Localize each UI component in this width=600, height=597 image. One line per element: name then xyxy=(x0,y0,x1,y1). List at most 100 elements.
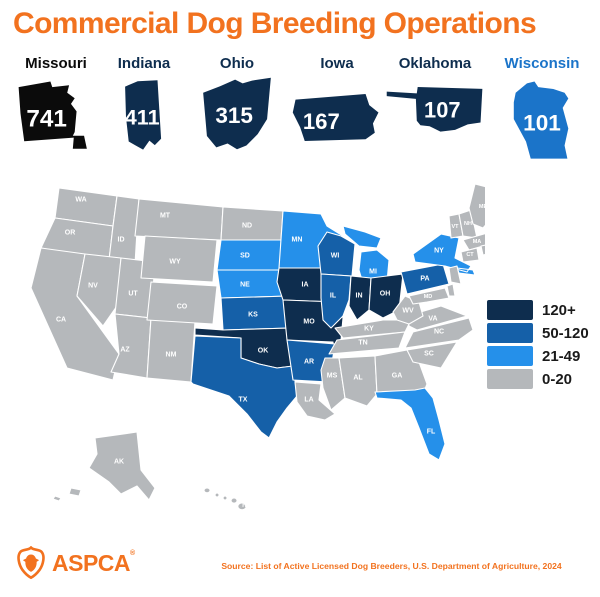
map-state-AK xyxy=(52,431,156,502)
map-state-label-VA: VA xyxy=(428,316,437,323)
state-shape-wisconsin: 101 xyxy=(513,81,569,159)
map-state-label-CA: CA xyxy=(56,317,66,324)
map-state-CO xyxy=(146,281,218,325)
top-state-value: 167 xyxy=(303,109,340,134)
state-shape-ohio: 315 xyxy=(203,77,271,150)
state-shape-missouri: 741 xyxy=(18,81,87,149)
map-state-label-HI: HI xyxy=(242,503,248,509)
map-state-label-SC: SC xyxy=(424,351,434,358)
map-state-HI xyxy=(203,487,247,511)
map-state-NV xyxy=(76,253,122,327)
us-choropleth-map: WA OR CA ID NV UT AZ NM MT WY CO ND SD NE KS OK TX MN IA MO… xyxy=(25,170,498,532)
map-state-label-ID: ID xyxy=(118,237,125,244)
registered-mark: ® xyxy=(130,549,135,557)
map-state-label-MD: MD xyxy=(424,294,433,300)
map-state-NJ xyxy=(448,265,462,285)
map-state-label-CT: CT xyxy=(466,252,474,258)
map-state-TX xyxy=(190,335,298,439)
map-state-AZ xyxy=(110,313,152,379)
map-state-label-AR: AR xyxy=(304,359,314,366)
map-state-IL xyxy=(320,273,352,329)
map-state-label-OR: OR xyxy=(65,230,76,237)
map-state-KY xyxy=(334,319,412,339)
aspca-wordmark: ASPCA® xyxy=(52,549,135,576)
top-state-iowa: Iowa 167 xyxy=(290,55,384,150)
map-state-label-OH: OH xyxy=(380,291,391,298)
map-state-WY xyxy=(140,235,218,283)
map-state-label-MI: MI xyxy=(369,269,377,276)
map-state-TN xyxy=(328,331,406,355)
map-state-CT xyxy=(460,247,480,263)
map-state-DE xyxy=(446,283,456,297)
top-state-value: 411 xyxy=(125,105,160,130)
legend-row-50-120: 50-120 xyxy=(487,323,589,343)
map-state-label-WA: WA xyxy=(75,197,86,204)
map-state-label-AK: AK xyxy=(114,459,124,466)
top-state-indiana: Indiana 411 xyxy=(112,55,176,164)
map-state-label-WV: WV xyxy=(402,308,414,315)
map-state-NM xyxy=(146,317,196,383)
map-state-NC xyxy=(404,317,474,349)
map-state-label-PA: PA xyxy=(420,276,429,283)
legend-swatch-120+ xyxy=(487,300,533,320)
map-state-label-IL: IL xyxy=(330,293,337,300)
map-state-label-SD: SD xyxy=(240,253,250,260)
page-title: Commercial Dog Breeding Operations xyxy=(13,7,537,40)
map-state-label-MO: MO xyxy=(303,319,315,326)
top-state-name: Indiana xyxy=(117,55,171,72)
map-state-label-NY: NY xyxy=(434,248,444,255)
legend-swatch-0-20 xyxy=(487,369,533,389)
legend-label: 120+ xyxy=(542,301,576,319)
top-state-missouri: Missouri 741 xyxy=(8,55,104,160)
map-state-label-MA: MA xyxy=(473,239,482,245)
map-state-label-FL: FL xyxy=(427,429,436,436)
map-state-MT xyxy=(134,198,224,241)
us-map-svg: WA OR CA ID NV UT AZ NM MT WY CO ND SD NE KS OK TX MN IA MO… xyxy=(30,183,498,511)
map-state-PA xyxy=(400,263,450,295)
top-state-value: 101 xyxy=(523,110,561,135)
top-state-wisconsin: Wisconsin 101 xyxy=(498,55,586,168)
map-state-SC xyxy=(406,341,458,369)
legend-swatch-50-120 xyxy=(487,323,533,343)
map-state-label-KY: KY xyxy=(364,326,374,333)
map-state-label-CO: CO xyxy=(177,304,188,311)
top-state-value: 741 xyxy=(26,105,67,132)
map-state-label-MT: MT xyxy=(160,213,171,220)
map-state-label-UT: UT xyxy=(128,291,138,298)
state-shape-iowa: 167 xyxy=(292,94,379,142)
top-state-value: 315 xyxy=(215,103,253,128)
aspca-shield-icon xyxy=(17,546,45,580)
map-state-label-MN: MN xyxy=(292,237,303,244)
map-state-label-NV: NV xyxy=(88,283,98,290)
map-state-label-MS: MS xyxy=(327,373,338,380)
map-state-label-GA: GA xyxy=(392,373,403,380)
map-state-label-NM: NM xyxy=(166,352,177,359)
map-state-label-TX: TX xyxy=(239,397,248,404)
top-state-name: Wisconsin xyxy=(504,55,580,72)
source-attribution: Source: List of Active Licensed Dog Bree… xyxy=(221,561,562,571)
map-state-label-IN: IN xyxy=(356,293,363,300)
map-state-label-WY: WY xyxy=(169,259,181,266)
legend-row-0-20: 0-20 xyxy=(487,369,589,389)
map-state-label-TN: TN xyxy=(358,340,367,347)
legend-label: 50-120 xyxy=(542,324,589,342)
top-state-oklahoma: Oklahoma 107 xyxy=(384,55,486,154)
legend-row-21-49: 21-49 xyxy=(487,346,589,366)
map-state-label-NH: NH xyxy=(464,221,472,227)
map-state-label-ND: ND xyxy=(242,223,252,230)
map-state-FL xyxy=(374,387,446,461)
state-shape-oklahoma: 107 xyxy=(386,87,483,132)
top-state-ohio: Ohio 315 xyxy=(192,55,282,168)
legend-swatch-21-49 xyxy=(487,346,533,366)
top-state-name: Oklahoma xyxy=(398,55,472,72)
top-state-name: Missouri xyxy=(25,55,87,72)
map-state-label-WI: WI xyxy=(331,253,340,260)
aspca-logo: ASPCA® xyxy=(14,546,135,580)
map-state-label-NC: NC xyxy=(434,329,444,336)
map-legend: 120+ 50-120 21-49 0-20 xyxy=(487,300,589,392)
map-state-label-IA: IA xyxy=(302,282,309,289)
map-state-label-NE: NE xyxy=(240,282,250,289)
map-state-label-AZ: AZ xyxy=(120,347,130,354)
map-state-AL xyxy=(338,355,378,407)
